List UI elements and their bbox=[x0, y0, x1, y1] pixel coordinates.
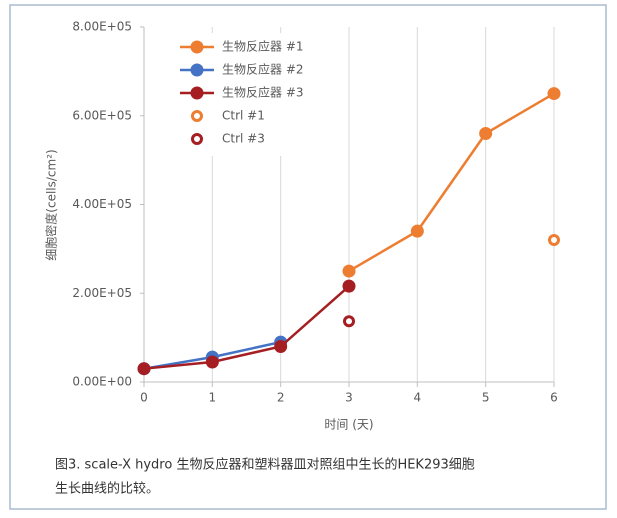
marker bbox=[274, 340, 288, 353]
y-tick-label: 8.00E+05 bbox=[72, 20, 132, 34]
y-tick-label: 6.00E+05 bbox=[72, 108, 132, 122]
marker bbox=[342, 279, 356, 293]
caption-line: 图3. scale-X hydro 生物反应器和塑料器皿对照组中生长的HEK29… bbox=[55, 457, 475, 473]
x-tick-label: 0 bbox=[140, 391, 148, 405]
marker bbox=[479, 127, 493, 140]
y-axis-title: 细胞密度(cells/cm²) bbox=[44, 149, 59, 260]
marker bbox=[205, 355, 219, 369]
x-tick-label: 3 bbox=[345, 391, 353, 405]
x-tick-label: 6 bbox=[550, 391, 558, 405]
marker bbox=[410, 224, 424, 238]
x-tick-label: 2 bbox=[277, 391, 285, 405]
legend-label: Ctrl #1 bbox=[222, 109, 265, 123]
legend-label: 生物反应器 #3 bbox=[222, 85, 304, 100]
legend-marker bbox=[190, 40, 204, 54]
x-axis-title: 时间 (天) bbox=[324, 418, 373, 432]
legend-marker bbox=[191, 133, 203, 145]
caption-line: 生长曲线的比较。 bbox=[55, 481, 159, 497]
marker bbox=[547, 87, 561, 101]
x-tick-label: 5 bbox=[482, 391, 490, 405]
y-tick-label: 2.00E+05 bbox=[72, 286, 132, 300]
series-line bbox=[143, 285, 350, 370]
marker bbox=[343, 315, 355, 328]
legend-marker bbox=[191, 110, 203, 122]
legend-label: 生物反应器 #2 bbox=[222, 62, 304, 77]
marker bbox=[137, 362, 151, 376]
legend-marker bbox=[190, 63, 204, 77]
x-tick-label: 1 bbox=[209, 391, 217, 405]
y-tick-label: 0.00E+00 bbox=[72, 375, 132, 389]
y-tick-label: 4.00E+05 bbox=[72, 197, 132, 211]
legend-label: 生物反应器 #1 bbox=[222, 39, 304, 54]
legend-label: Ctrl #3 bbox=[222, 132, 265, 146]
legend-marker bbox=[190, 86, 204, 100]
series-line bbox=[348, 92, 555, 273]
x-tick-label: 4 bbox=[414, 391, 422, 405]
marker bbox=[342, 264, 356, 278]
marker bbox=[548, 234, 560, 246]
